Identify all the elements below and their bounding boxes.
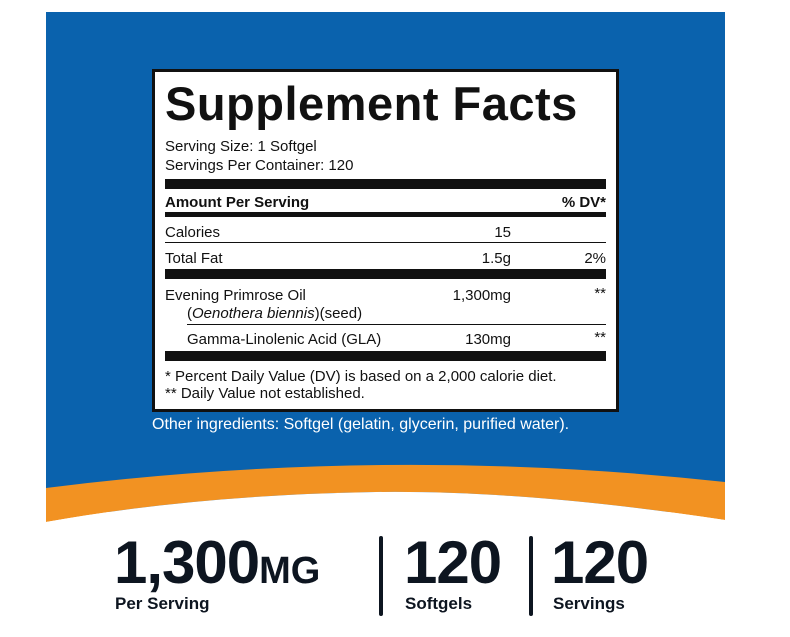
divider-thin [187, 324, 606, 325]
orange-wave [46, 464, 725, 522]
row-name: Gamma-Linolenic Acid (GLA) [187, 331, 382, 348]
row-dv: 2% [584, 250, 606, 267]
dose-unit: MG [259, 550, 321, 592]
label-title: Supplement Facts [165, 77, 578, 130]
row-dv: ** [594, 329, 606, 346]
header-dv: % DV* [561, 194, 606, 211]
other-ingredients: Other ingredients: Softgel (gelatin, gly… [152, 416, 570, 433]
row-amount: 1,300mg [452, 287, 511, 304]
row-dv: ** [594, 285, 606, 302]
dose-number: 1,300 [114, 529, 260, 596]
orange-wave-stripe [46, 464, 725, 540]
row-amount: 130mg [465, 331, 511, 348]
divider-thin [165, 242, 606, 243]
stat-label: Per Serving [115, 594, 210, 613]
stat-value: 120 [404, 529, 502, 596]
sub-rest: )(seed) [314, 305, 363, 322]
serving-size: Serving Size: 1 Softgel [165, 138, 317, 155]
row-subtext: (Oenothera biennis)(seed) [187, 305, 362, 322]
divider-medium [165, 212, 606, 217]
stat-value: 120 [551, 529, 649, 596]
divider-thick [165, 269, 606, 279]
divider-thick [165, 351, 606, 361]
header-amount: Amount Per Serving [165, 194, 310, 211]
footnote-dv: * Percent Daily Value (DV) is based on a… [165, 368, 557, 385]
white-wave [46, 491, 725, 540]
stat-value-dose: 1,300MG [114, 528, 320, 597]
row-amount: 1.5g [481, 250, 511, 267]
stat-label: Servings [553, 594, 625, 613]
stat-label: Softgels [405, 594, 473, 613]
row-amount: 15 [494, 224, 511, 241]
divider-thick [165, 179, 606, 189]
footnote-not-established: ** Daily Value not established. [165, 385, 365, 402]
row-name: Calories [165, 224, 221, 241]
row-name: Total Fat [165, 250, 223, 267]
row-name: Evening Primrose Oil [165, 287, 306, 304]
latin-name: Oenothera biennis [192, 305, 315, 322]
supplement-facts-label: Supplement Facts Serving Size: 1 Softgel… [152, 69, 619, 412]
stat-divider [529, 536, 533, 616]
stat-divider [379, 536, 383, 616]
paren: ( [187, 305, 192, 322]
servings-per-container: Servings Per Container: 120 [165, 157, 354, 174]
